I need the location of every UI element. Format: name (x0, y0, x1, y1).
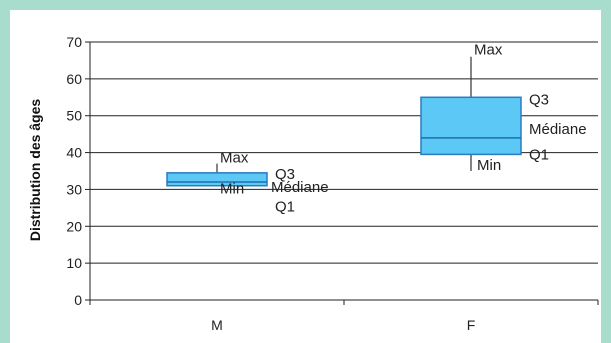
annotation-max: Max (220, 150, 249, 167)
x-tick-label: M (211, 317, 223, 333)
annotation-max: Max (474, 42, 503, 59)
annotation-median: Médiane (529, 121, 587, 138)
y-tick-label: 30 (66, 181, 82, 197)
annotation-min: Min (220, 181, 244, 198)
annotation-q3: Q3 (275, 166, 295, 183)
annotation-median: Médiane (271, 179, 329, 196)
y-tick-label: 50 (66, 108, 82, 124)
axes (85, 41, 599, 305)
y-tick-label: 20 (66, 218, 82, 234)
annotation-q1: Q1 (529, 146, 549, 163)
y-tick-labels: 0 10 20 30 40 50 60 70 (66, 34, 82, 308)
boxes (166, 56, 522, 187)
grid-lines (90, 41, 598, 301)
annotation-q1: Q1 (275, 199, 295, 216)
y-tick-label: 40 (66, 145, 82, 161)
y-tick-label: 60 (66, 71, 82, 87)
x-tick-label: F (467, 317, 476, 333)
box-M (166, 172, 268, 187)
y-tick-label: 0 (74, 292, 82, 308)
y-axis-label: Distribution des âges (27, 99, 43, 242)
y-tick-label: 70 (66, 34, 82, 50)
y-tick-label: 10 (66, 255, 82, 271)
annotation-min: Min (477, 157, 501, 174)
box-F (420, 96, 522, 156)
annotation-q3: Q3 (529, 91, 549, 108)
